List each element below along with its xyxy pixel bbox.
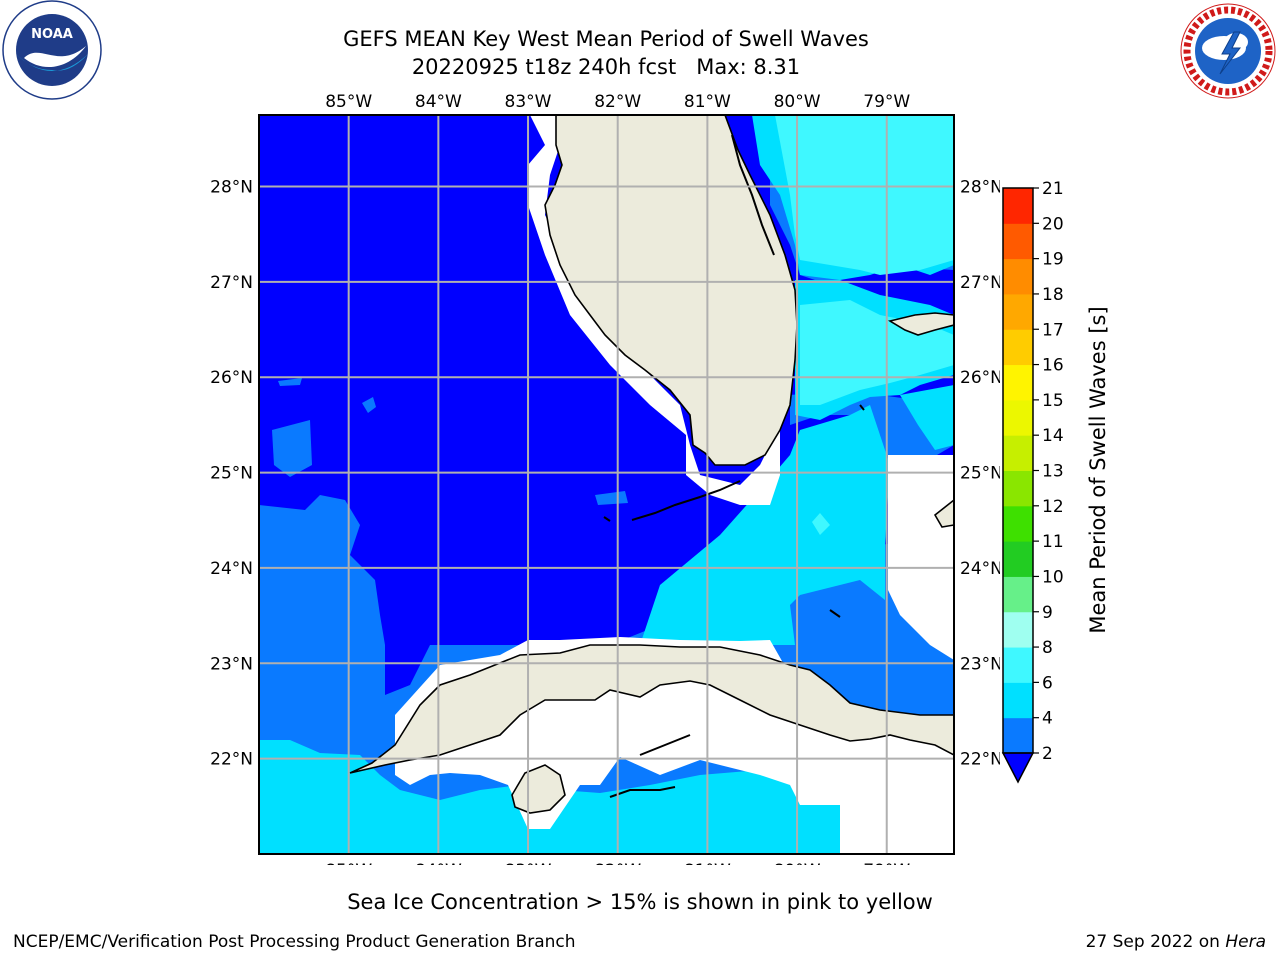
chart-title: GEFS MEAN Key West Mean Period of Swell … <box>343 27 869 51</box>
lon-tick-label: 80°W <box>774 92 821 112</box>
colorbar-bin <box>1003 682 1033 719</box>
lat-tick-label: 28°N <box>210 178 253 198</box>
nws-logo <box>1180 3 1276 99</box>
colorbar: 2 4 6 8 9 10 11 12 13 14 15 16 17 18 19 20 21 Mean Perio… <box>1001 179 1110 784</box>
colorbar-tick-label: 19 <box>1042 250 1064 270</box>
lon-tick-label: 83°W <box>505 92 552 112</box>
colorbar-bin <box>1003 399 1033 436</box>
colorbar-bin <box>1003 223 1033 260</box>
colorbar-tick-label: 15 <box>1042 391 1064 411</box>
lon-tick-label: 84°W <box>415 861 462 865</box>
colorbar-ticks: 2 4 6 8 9 10 11 12 13 14 15 16 17 18 19 20 21 <box>1033 179 1064 764</box>
noaa-logo-text: NOAA <box>31 27 73 42</box>
lon-tick-label: 81°W <box>684 861 731 865</box>
isla-de-la-juventud <box>511 764 566 814</box>
hispaniola-edge <box>933 498 954 528</box>
lon-labels-bottom: 85°W 84°W 83°W 82°W 81°W 80°W 79°W <box>325 861 910 865</box>
chart-subtitle: 20220925 t18z 240h fcst Max: 8.31 <box>411 55 801 79</box>
coastline-details <box>603 134 865 798</box>
lon-tick-label: 85°W <box>325 861 372 865</box>
colorbar-tick-label: 14 <box>1042 426 1064 446</box>
lat-tick-label: 22°N <box>960 750 1000 770</box>
colorbar-under-arrow <box>1001 752 1035 784</box>
colorbar-bin <box>1003 505 1033 542</box>
colorbar-tick-label: 16 <box>1042 356 1064 376</box>
colorbar-tick-label: 4 <box>1042 709 1053 729</box>
lat-tick-label: 25°N <box>960 464 1000 484</box>
colorbar-bins <box>1003 188 1033 754</box>
colorbar-bin <box>1003 611 1033 648</box>
lon-tick-label: 84°W <box>415 92 462 112</box>
lat-tick-label: 23°N <box>210 654 253 674</box>
colorbar-tick-label: 13 <box>1042 462 1064 482</box>
colorbar-tick-label: 12 <box>1042 497 1064 517</box>
noaa-logo: NOAA <box>2 0 102 100</box>
lat-tick-label: 28°N <box>960 178 1000 198</box>
lat-tick-label: 25°N <box>210 464 253 484</box>
lon-labels-top: 85°W 84°W 83°W 82°W 81°W 80°W 79°W <box>325 92 910 112</box>
colorbar-tick-label: 17 <box>1042 320 1064 340</box>
lat-tick-label: 24°N <box>960 559 1000 579</box>
lon-tick-label: 82°W <box>594 92 641 112</box>
graticule <box>259 115 954 854</box>
footer-host: Hera <box>1225 932 1266 952</box>
lat-tick-label: 26°N <box>960 368 1000 388</box>
lon-tick-label: 81°W <box>684 92 731 112</box>
colorbar-label: Mean Period of Swell Waves [s] <box>1086 306 1110 633</box>
colorbar-bin <box>1003 717 1033 754</box>
lon-tick-label: 85°W <box>325 92 372 112</box>
lat-tick-label: 24°N <box>210 559 253 579</box>
map-panel: 85°W 84°W 83°W 82°W 81°W 80°W 79°W 85°W 84°W 83°… <box>210 92 1000 865</box>
colorbar-bin <box>1003 364 1033 401</box>
colorbar-bin <box>1003 329 1033 366</box>
lat-tick-label: 22°N <box>210 750 253 770</box>
cuba <box>349 644 954 774</box>
colorbar-tick-label: 10 <box>1042 567 1064 587</box>
colorbar-bin <box>1003 188 1033 224</box>
colorbar-bin <box>1003 293 1033 330</box>
colorbar-tick-label: 8 <box>1042 638 1053 658</box>
colorbar-bin <box>1003 435 1033 471</box>
colorbar-tick-label: 6 <box>1042 673 1053 693</box>
colorbar-bin <box>1003 647 1033 683</box>
colorbar-bin <box>1003 576 1033 613</box>
lon-tick-label: 79°W <box>863 861 910 865</box>
lat-labels-left: 28°N 27°N 26°N 25°N 24°N 23°N 22°N <box>210 178 253 770</box>
colorbar-bin <box>1003 470 1033 507</box>
lon-tick-label: 82°W <box>594 861 641 865</box>
colorbar-tick-label: 18 <box>1042 285 1064 305</box>
footer-date: 27 Sep 2022 on Hera <box>1086 932 1266 952</box>
lat-tick-label: 27°N <box>960 273 1000 293</box>
colorbar-tick-label: 2 <box>1042 744 1053 764</box>
lat-tick-label: 23°N <box>960 654 1000 674</box>
map-frame <box>258 114 955 855</box>
colorbar-tick-label: 21 <box>1042 179 1064 199</box>
colorbar-tick-label: 20 <box>1042 214 1064 234</box>
lon-tick-label: 80°W <box>774 861 821 865</box>
colorbar-tick-label: 11 <box>1042 532 1064 552</box>
lat-tick-label: 26°N <box>210 368 253 388</box>
colorbar-tick-label: 9 <box>1042 603 1053 623</box>
footer-credit: NCEP/EMC/Verification Post Processing Pr… <box>13 932 576 952</box>
lat-tick-label: 27°N <box>210 273 253 293</box>
lat-labels-right: 28°N 27°N 26°N 25°N 24°N 23°N 22°N <box>960 178 1000 770</box>
lon-tick-label: 83°W <box>505 861 552 865</box>
footer-date-text: 27 Sep 2022 on <box>1085 932 1226 952</box>
colorbar-bin <box>1003 258 1033 295</box>
bahamas-andros <box>887 312 954 336</box>
lon-tick-label: 79°W <box>863 92 910 112</box>
sea-ice-note: Sea Ice Concentration > 15% is shown in … <box>347 890 933 914</box>
colorbar-bin <box>1003 541 1033 577</box>
